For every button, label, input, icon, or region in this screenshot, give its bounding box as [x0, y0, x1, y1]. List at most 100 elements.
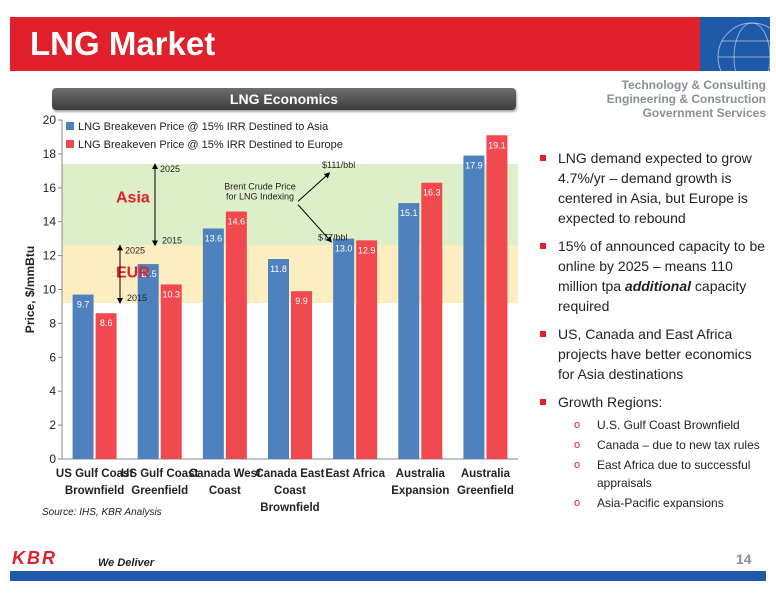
bar-value-label: 16.3: [423, 188, 441, 198]
asia-bar: [72, 294, 94, 459]
y-tick-label: 18: [43, 147, 57, 161]
service-line: Government Services: [642, 106, 766, 120]
x-tick-label: Brownfield: [65, 485, 124, 497]
band-year-label: 2025: [160, 164, 180, 174]
y-tick-label: 10: [43, 283, 57, 297]
bullet-list: LNG demand expected to grow 4.7%/yr – de…: [538, 148, 770, 514]
source-note: Source: IHS, KBR Analysis: [42, 507, 162, 518]
page-title: LNG Market: [30, 25, 216, 62]
bar-value-label: 17.9: [465, 161, 483, 171]
europe-bar: [486, 135, 508, 459]
globe-logo: [700, 17, 770, 71]
bullet-text: capacity required: [558, 278, 747, 314]
band-year-label: 2015: [127, 293, 147, 303]
bar-value-label: 9.7: [77, 300, 90, 310]
bar-value-label: 14.6: [228, 217, 246, 227]
europe-bar: [95, 313, 117, 459]
services-text: Technology & Consulting Engineering & Co…: [607, 78, 766, 120]
bar-value-label: 19.1: [488, 140, 506, 150]
chart-heading: LNG Economics: [229, 91, 339, 107]
legend-swatch: [66, 140, 74, 148]
x-tick-label: Brownfield: [260, 502, 319, 514]
x-tick-label: Expansion: [391, 485, 449, 497]
europe-bar: [291, 291, 312, 459]
bar-value-label: 11.5: [140, 269, 157, 279]
x-tick-label: Australia: [396, 468, 446, 480]
asia-bar: [202, 228, 224, 459]
bullet-emphasis: additional: [624, 278, 692, 294]
tagline: We Deliver: [98, 557, 155, 569]
x-tick-label: Coast: [274, 485, 306, 497]
sub-bullet-item: Asia-Pacific expansions: [538, 494, 770, 512]
y-axis-label: Price, $/mmBtu: [23, 246, 37, 333]
y-tick-label: 12: [43, 249, 57, 263]
sub-bullet-item: East Africa due to successful appraisals: [538, 456, 770, 492]
asia-bar: [137, 264, 159, 459]
sub-bullet-item: U.S. Gulf Coast Brownfield: [538, 416, 770, 434]
y-tick-label: 16: [43, 181, 57, 195]
kbr-logo: KBR: [12, 548, 57, 568]
asia-bar: [333, 238, 355, 459]
y-tick-label: 8: [49, 316, 56, 330]
x-tick-label: US Gulf Coast: [56, 468, 133, 480]
legend-label: LNG Breakeven Price @ 15% IRR Destined t…: [78, 139, 343, 151]
x-tick-label: Greenfield: [457, 485, 514, 497]
y-tick-label: 20: [43, 113, 57, 127]
title-banner: LNG Market: [10, 17, 700, 71]
bullet-text: US, Canada and East Africa projects have…: [558, 326, 752, 382]
x-tick-label: Canada East: [255, 468, 324, 480]
asia-bar: [268, 258, 289, 459]
bullet-item: 15% of announced capacity to be online b…: [538, 236, 770, 316]
y-tick-label: 6: [49, 350, 56, 364]
europe-bar: [421, 182, 443, 459]
y-tick-label: 14: [43, 215, 57, 229]
band-year-label: 2025: [125, 245, 145, 255]
asia-bar: [463, 155, 485, 459]
x-tick-label: Canada West: [189, 468, 261, 480]
asia-bar: [398, 203, 420, 459]
x-tick-label: Greenfield: [131, 485, 188, 497]
page-number: 14: [736, 551, 752, 567]
y-tick-label: 0: [49, 452, 56, 466]
bar-value-label: 13.0: [335, 244, 353, 254]
bullet-item: Growth Regions:: [538, 392, 770, 412]
brent-high-label: $111/bbl: [322, 160, 355, 170]
europe-bar: [225, 211, 247, 459]
brent-arrow-high: [297, 172, 331, 202]
bullet-item: LNG demand expected to grow 4.7%/yr – de…: [538, 148, 770, 228]
bar-value-label: 12.9: [358, 245, 376, 255]
brent-label: Brent Crude Price: [224, 181, 296, 191]
sub-bullet-item: Canada – due to new tax rules: [538, 436, 770, 454]
x-tick-label: US Gulf Coast: [121, 468, 198, 480]
bullet-text: 15% of announced capacity to be online b…: [558, 238, 766, 294]
europe-bar: [356, 240, 378, 459]
europe-bar: [160, 284, 182, 459]
chart-heading-bar: LNG Economics: [52, 88, 516, 110]
bar-value-label: 8.6: [100, 318, 113, 328]
service-line: Engineering & Construction: [606, 92, 766, 106]
bar-value-label: 9.9: [295, 296, 308, 306]
bar-value-label: 10.3: [162, 289, 180, 299]
footer-bar: [10, 571, 766, 581]
y-tick-label: 4: [49, 384, 56, 398]
brent-label: for LNG Indexing: [226, 191, 294, 201]
band-label: EUR: [116, 265, 150, 282]
band-label: Asia: [116, 189, 150, 206]
bullet-item: US, Canada and East Africa projects have…: [538, 324, 770, 384]
bullet-text: Growth Regions:: [558, 394, 663, 410]
x-tick-label: Australia: [461, 468, 511, 480]
x-tick-label: Coast: [209, 485, 241, 497]
legend-swatch: [66, 122, 74, 130]
bar-value-label: 11.8: [270, 264, 287, 274]
legend-label: LNG Breakeven Price @ 15% IRR Destined t…: [78, 121, 329, 133]
bar-value-label: 13.6: [205, 233, 223, 243]
x-tick-label: East Africa: [325, 468, 385, 480]
bullet-text: LNG demand expected to grow 4.7%/yr – de…: [558, 150, 752, 226]
brent-arrow-low: [297, 204, 333, 243]
bar-value-label: 15.1: [400, 208, 418, 218]
brent-low-label: $77/bbl: [318, 232, 348, 242]
service-line: Technology & Consulting: [621, 78, 766, 92]
band-year-label: 2015: [162, 235, 182, 245]
y-tick-label: 2: [49, 418, 56, 432]
lng-breakeven-chart: 0 2 4 6 8 10 12 14 16 18 20 Price, $/mmBtu 9.7 8.6 US …: [23, 113, 518, 514]
